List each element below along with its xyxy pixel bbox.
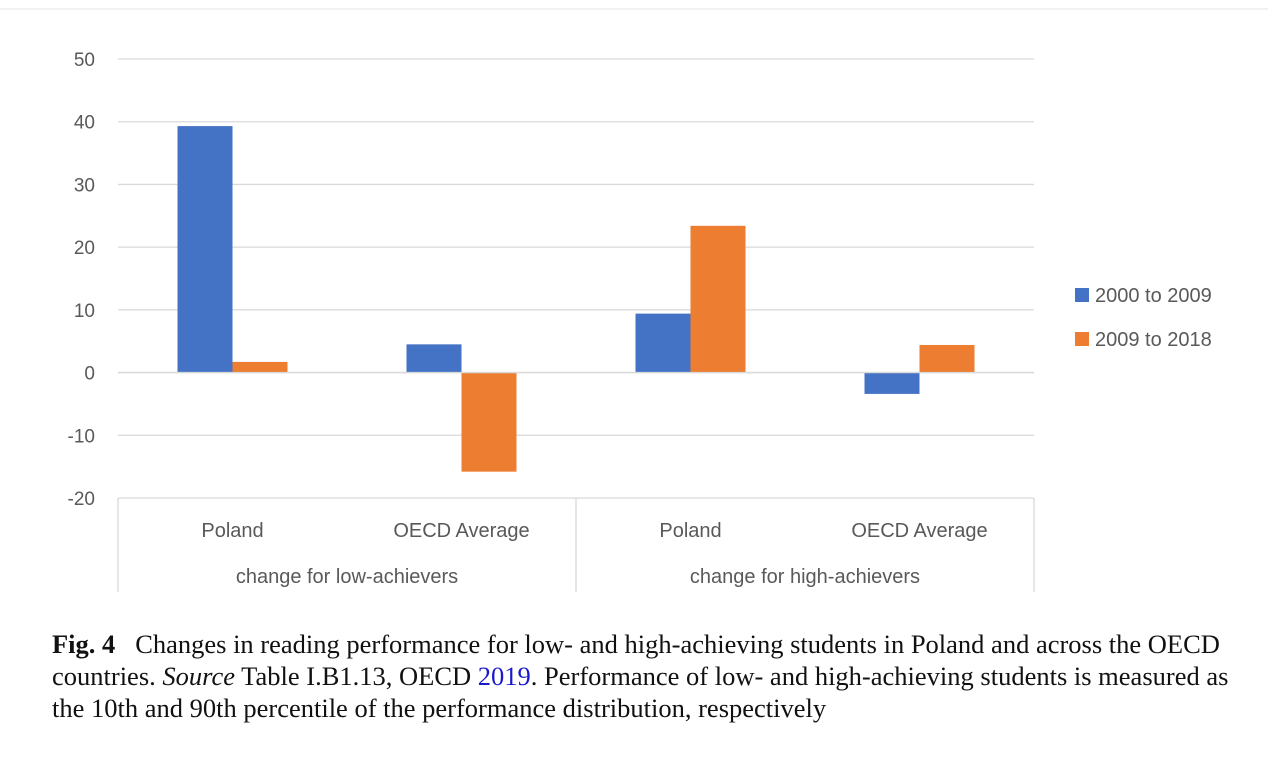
caption-text-after: . Performance of low- and high-achieving… bbox=[52, 661, 1229, 723]
y-tick-label: 50 bbox=[74, 50, 95, 71]
caption-source-link[interactable]: 2019 bbox=[477, 661, 531, 691]
y-tick-label: -10 bbox=[68, 426, 95, 447]
x-group-label: change for high-achievers bbox=[690, 566, 920, 588]
caption-label: Fig. 4 bbox=[52, 629, 116, 659]
bar-series-2 bbox=[690, 225, 746, 373]
y-tick-label: 30 bbox=[74, 175, 95, 196]
bar-series-2 bbox=[461, 372, 517, 472]
y-tick-label: 20 bbox=[74, 238, 95, 259]
legend-label: 2000 to 2009 bbox=[1095, 285, 1212, 307]
bar-chart: 50 40 30 20 10 0 -10 -20 Poland OECD Average Polan… bbox=[0, 8, 1268, 592]
caption-text: Changes in reading performance for low- … bbox=[52, 629, 1220, 691]
legend-label: 2009 to 2018 bbox=[1095, 329, 1212, 351]
legend-swatch bbox=[1075, 332, 1089, 346]
figure-caption: Fig. 4 Changes in reading performance fo… bbox=[52, 628, 1242, 724]
y-tick-label: 0 bbox=[84, 364, 95, 385]
x-category-label: OECD Average bbox=[393, 520, 529, 542]
caption-source-text: Table I.B1.13, OECD bbox=[241, 661, 472, 691]
bar-series-1 bbox=[177, 126, 233, 373]
x-category-label: OECD Average bbox=[851, 520, 987, 542]
x-category-label: Poland bbox=[201, 520, 263, 542]
y-tick-label: 10 bbox=[74, 301, 95, 322]
legend-swatch bbox=[1075, 288, 1089, 302]
y-tick-label: 40 bbox=[74, 113, 95, 134]
bar-series-1 bbox=[406, 344, 462, 373]
bar-series-2 bbox=[919, 344, 975, 373]
bar-series-2 bbox=[232, 361, 288, 373]
caption-source-label: Source bbox=[162, 661, 235, 691]
bar-series-1 bbox=[864, 372, 920, 394]
x-category-label: Poland bbox=[659, 520, 721, 542]
bar-series-1 bbox=[635, 313, 691, 373]
x-group-label: change for low-achievers bbox=[236, 566, 458, 588]
y-tick-label: -20 bbox=[68, 489, 95, 510]
